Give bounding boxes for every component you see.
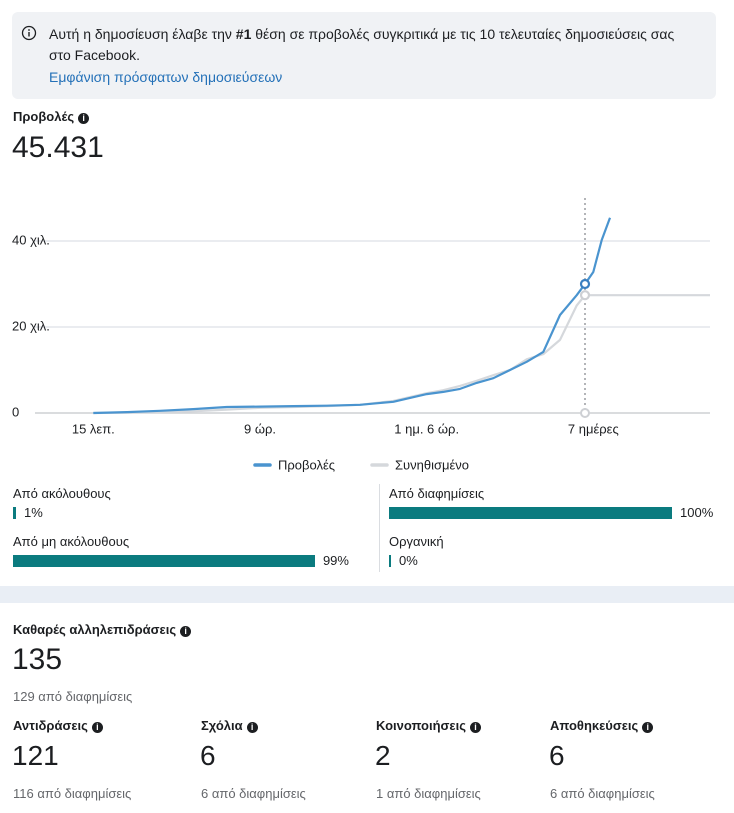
chart: 0 20 χιλ. 40 χιλ. 15 λεπ. 9 ώρ. 1 ημ. 6 ώρ. 7 … <box>12 198 710 472</box>
breakdown-bar <box>389 507 672 519</box>
breakdown-label: Από μη ακόλουθους <box>13 534 130 549</box>
notice-text-part: θέση σε προβολές συγκριτικά με τις 10 τε… <box>49 26 675 63</box>
y-tick-label: 20 χιλ. <box>12 318 50 333</box>
metric-ads-note: 116 από διαφημίσεις <box>13 786 132 801</box>
interactions-title: Καθαρές αλληλεπιδράσεις i <box>13 622 192 637</box>
legend-label: Προβολές <box>278 457 335 472</box>
hover-point <box>579 290 591 301</box>
metric-value: 6 <box>549 740 565 771</box>
hover-axis-dot <box>580 408 590 418</box>
y-tick-label: 0 <box>12 404 19 419</box>
recent-posts-link[interactable]: Εμφάνιση πρόσφατων δημοσιεύσεων <box>49 69 283 85</box>
metric-title: Σχόλια i <box>201 718 258 733</box>
metric-ads-note: 6 από διαφημίσεις <box>550 786 655 801</box>
breakdown-label: Οργανική <box>389 534 444 549</box>
info-icon[interactable]: i <box>246 722 258 733</box>
info-icon[interactable]: i <box>91 722 103 733</box>
series-line <box>93 217 612 415</box>
notice-text-part: Αυτή η δημοσίευση έλαβε την <box>49 26 236 42</box>
section-separator <box>0 586 734 603</box>
interactions-total: 135 <box>12 643 63 676</box>
x-tick-label: 1 ημ. 6 ώρ. <box>394 421 459 436</box>
metric-ads-note: 1 από διαφημίσεις <box>376 786 481 801</box>
info-icon[interactable]: i <box>642 722 654 733</box>
metric-value: 121 <box>12 740 59 771</box>
views-title-text: Προβολές <box>13 109 75 124</box>
breakdown-value: 100% <box>680 505 714 520</box>
metric-title: Αποθηκεύσεις i <box>550 718 654 733</box>
info-icon[interactable]: i <box>180 626 192 637</box>
breakdown-label: Από ακόλουθους <box>13 486 111 501</box>
breakdown-value: 99% <box>322 553 349 568</box>
hover-point <box>579 278 591 290</box>
notice-rank: #1 <box>235 26 252 42</box>
metric-title: Αντιδράσεις i <box>13 718 103 733</box>
divider <box>379 484 380 572</box>
x-tick-label: 7 ημέρες <box>568 421 619 436</box>
views-total: 45.431 <box>12 131 104 164</box>
views-title: Προβολές i <box>13 109 90 124</box>
metric-title: Κοινοποιήσεις i <box>376 718 481 733</box>
breakdown-bar <box>13 555 315 567</box>
metric-title-text: Αποθηκεύσεις <box>550 718 639 733</box>
breakdown-label: Από διαφημίσεις <box>389 486 485 501</box>
legend-label: Συνηθισμένο <box>395 457 469 472</box>
breakdown-bar <box>13 507 17 519</box>
metric-value: 6 <box>200 740 216 771</box>
notice-text: Αυτή η δημοσίευση έλαβε την #1 θέση σε π… <box>49 24 699 66</box>
breakdown-value: 0% <box>399 553 418 568</box>
breakdown-value: 1% <box>24 505 43 520</box>
info-icon[interactable]: i <box>78 113 90 124</box>
metric-value: 2 <box>375 740 391 771</box>
y-tick-label: 40 χιλ. <box>12 232 50 247</box>
info-icon[interactable]: i <box>469 722 481 733</box>
info-icon <box>21 25 37 41</box>
metric-title-text: Σχόλια <box>201 718 243 733</box>
x-tick-label: 9 ώρ. <box>244 421 276 436</box>
notice-box: Αυτή η δημοσίευση έλαβε την #1 θέση σε π… <box>12 12 716 99</box>
interactions-title-text: Καθαρές αλληλεπιδράσεις <box>13 622 177 637</box>
metric-title-text: Κοινοποιήσεις <box>376 718 466 733</box>
x-tick-label: 15 λεπ. <box>72 421 115 436</box>
metric-title-text: Αντιδράσεις <box>13 718 88 733</box>
metric-ads-note: 6 από διαφημίσεις <box>201 786 306 801</box>
breakdown-bar <box>389 555 391 567</box>
interactions-ads-note: 129 από διαφημίσεις <box>13 689 133 704</box>
series-line <box>93 294 710 415</box>
